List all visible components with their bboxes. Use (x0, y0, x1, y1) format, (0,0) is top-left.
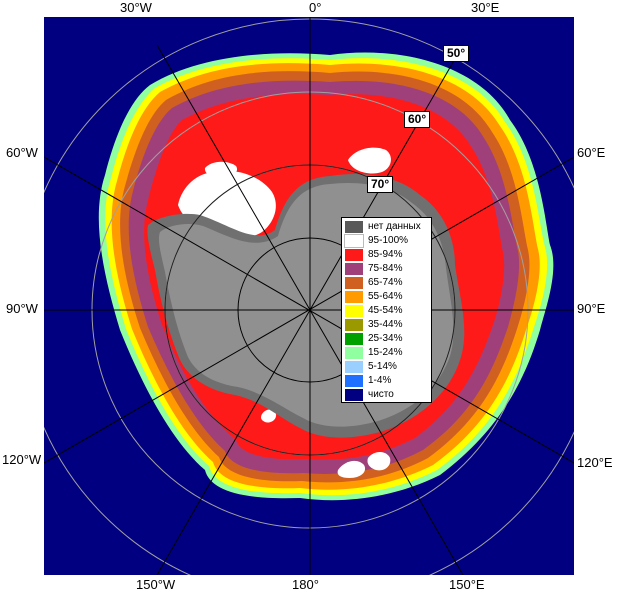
legend-item: 15-24% (344, 346, 430, 359)
legend-item: 95-100% (344, 234, 430, 248)
legend-label: 35-44% (368, 319, 403, 330)
legend-item: 25-34% (344, 332, 430, 345)
graticule-dark (44, 17, 574, 575)
map-frame (44, 17, 574, 575)
legend-swatch (344, 234, 364, 248)
lon-label-60w: 60°W (6, 145, 38, 160)
sea-ice-concentration-map (44, 17, 574, 575)
legend-item: чисто (344, 388, 430, 401)
legend-label: 25-34% (368, 333, 403, 344)
legend-label: 75-84% (368, 263, 403, 274)
lat-label-70: 70° (367, 176, 394, 193)
ice-patch-ross-3 (261, 409, 277, 423)
legend-swatch (345, 389, 363, 401)
legend-label: 1-4% (368, 375, 392, 386)
legend-item: 65-74% (344, 276, 430, 289)
lon-label-60e: 60°E (577, 145, 606, 160)
legend-item: нет данных (344, 220, 430, 233)
lon-label-30e: 30°E (471, 0, 500, 15)
legend-item: 35-44% (344, 318, 430, 331)
legend-swatch (345, 319, 363, 331)
legend-swatch (345, 249, 363, 261)
ice-patch-ross-2 (367, 452, 391, 471)
lon-label-90e: 90°E (577, 301, 606, 316)
legend-label: нет данных (368, 221, 421, 232)
legend-label: 45-54% (368, 305, 403, 316)
legend-swatch (345, 277, 363, 289)
legend-item: 1-4% (344, 374, 430, 387)
lon-label-150w: 150°W (136, 577, 176, 592)
legend-label: 65-74% (368, 277, 403, 288)
legend-item: 45-54% (344, 304, 430, 317)
ice-patch-ross-1 (337, 460, 366, 478)
legend-swatch (345, 263, 363, 275)
legend-item: 5-14% (344, 360, 430, 373)
legend-label: 15-24% (368, 347, 403, 358)
legend-item: 75-84% (344, 262, 430, 275)
legend-swatch (345, 221, 363, 233)
lon-label-90w: 90°W (6, 301, 38, 316)
lon-label-120e: 120°E (577, 455, 613, 470)
ice-patch-east (348, 147, 391, 174)
lon-label-150e: 150°E (449, 577, 485, 592)
concentration-legend: нет данных 95-100% 85-94% 75-84% 65-74% 55-64… (341, 217, 432, 403)
legend-swatch (345, 291, 363, 303)
legend-swatch (345, 305, 363, 317)
lat-label-50: 50° (443, 45, 470, 62)
lon-label-30w: 30°W (120, 0, 152, 15)
legend-label: 55-64% (368, 291, 403, 302)
legend-swatch (345, 333, 363, 345)
legend-item: 85-94% (344, 248, 430, 261)
lat-label-60: 60° (404, 111, 431, 128)
legend-label: 85-94% (368, 249, 403, 260)
legend-swatch (345, 347, 363, 359)
legend-swatch (345, 375, 363, 387)
legend-item: 55-64% (344, 290, 430, 303)
ice-patch-weddell-north (204, 161, 238, 178)
lon-label-180: 180° (292, 577, 319, 592)
lon-label-0: 0° (309, 0, 322, 15)
legend-swatch (345, 361, 363, 373)
lon-label-120w: 120°W (2, 452, 42, 467)
legend-label: 5-14% (368, 361, 397, 372)
legend-label: чисто (368, 389, 394, 400)
legend-label: 95-100% (368, 235, 409, 246)
